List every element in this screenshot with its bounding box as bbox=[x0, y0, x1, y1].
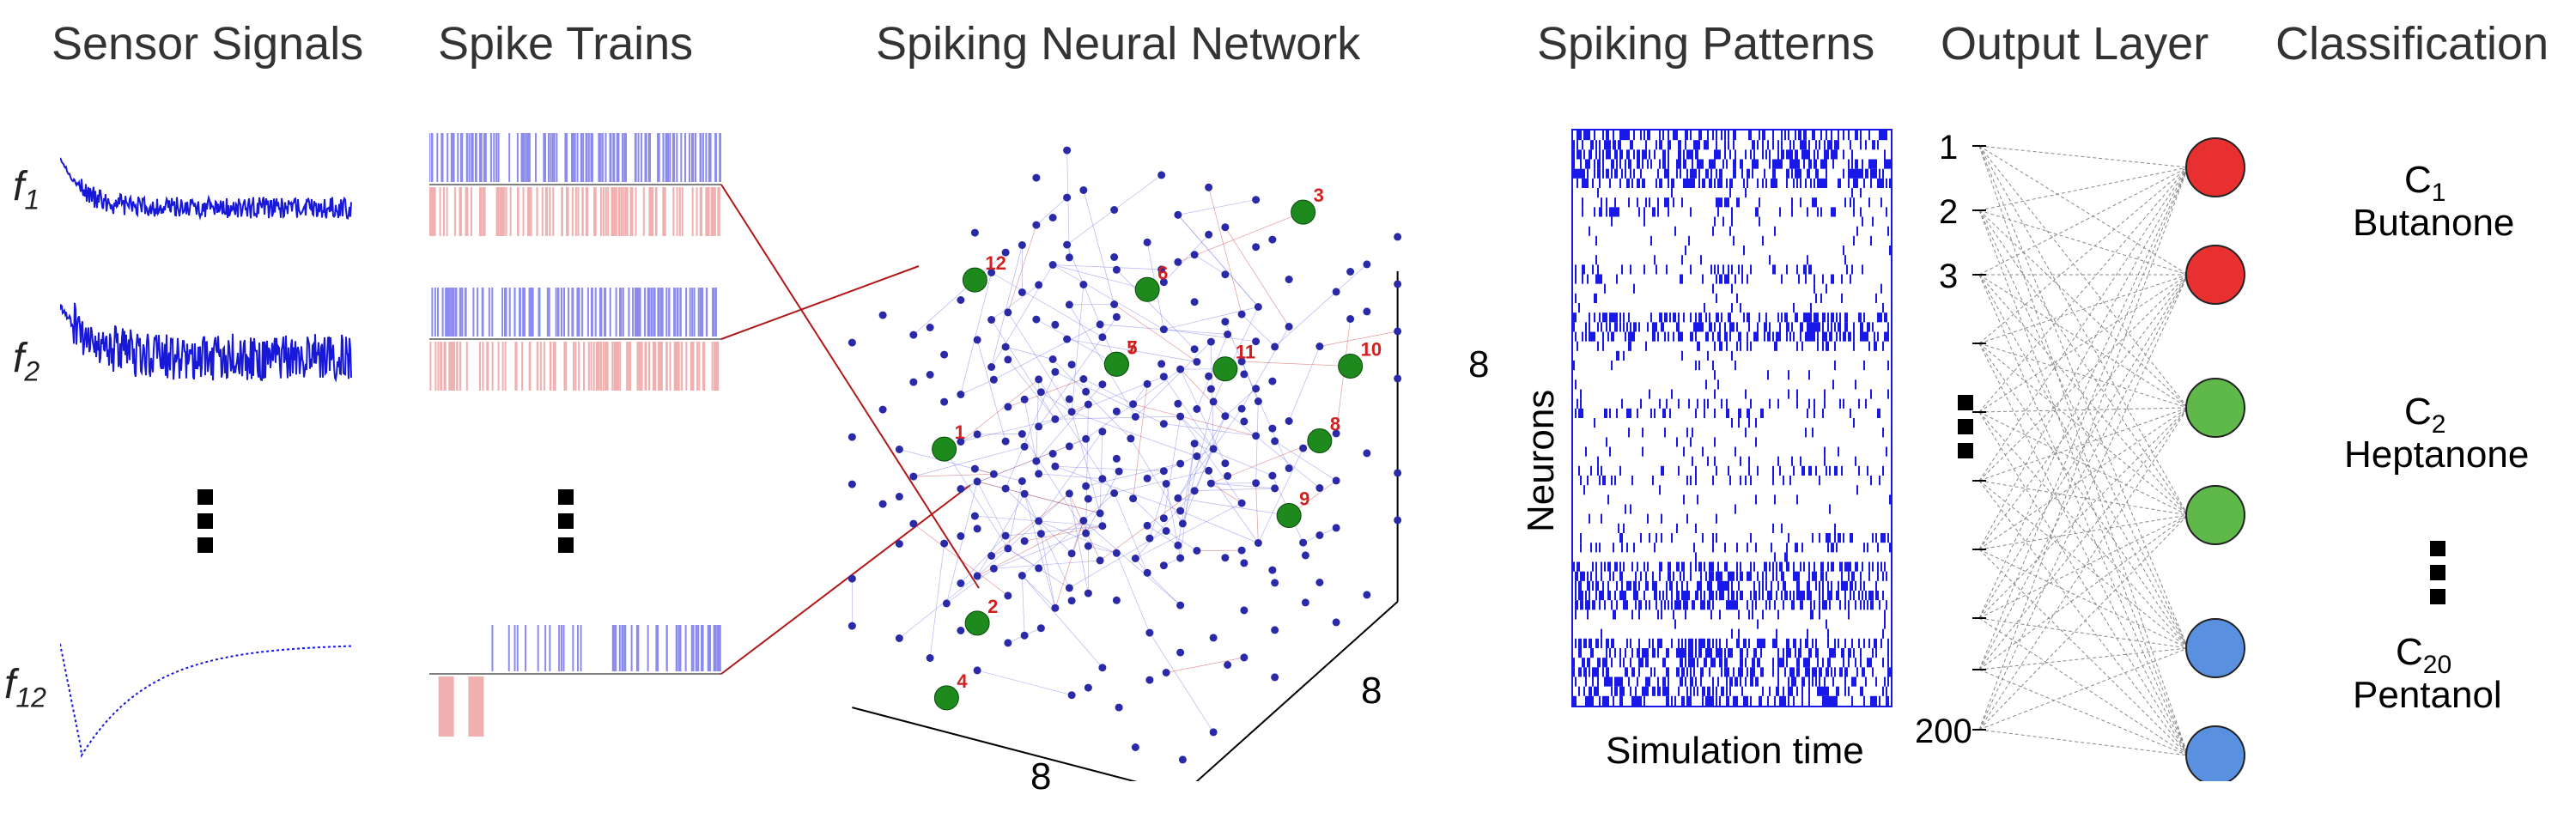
signal-plot-icon bbox=[60, 601, 352, 773]
svg-text:8: 8 bbox=[1330, 414, 1340, 435]
ellipsis-icon bbox=[1958, 386, 1973, 467]
ellipsis-icon bbox=[2430, 532, 2445, 613]
spiking-raster bbox=[1571, 129, 1893, 707]
svg-text:7: 7 bbox=[1127, 337, 1137, 358]
title-patterns: Spiking Patterns bbox=[1537, 17, 1874, 70]
svg-text:2: 2 bbox=[987, 596, 998, 617]
signal-plot-icon bbox=[60, 283, 352, 421]
output-layer bbox=[1932, 120, 2275, 781]
title-class: Classification bbox=[2275, 17, 2549, 70]
class-c2: C2 bbox=[2404, 391, 2445, 440]
svg-text:4: 4 bbox=[957, 670, 968, 692]
raster-xlabel: Simulation time bbox=[1606, 730, 1864, 773]
label-f12: f12 bbox=[4, 661, 46, 714]
ellipsis-icon bbox=[197, 481, 213, 561]
svg-text:9: 9 bbox=[1299, 488, 1309, 510]
class-c20: C20 bbox=[2396, 631, 2451, 680]
label-f2: f2 bbox=[13, 335, 39, 388]
raster-plot-icon bbox=[1573, 130, 1891, 706]
ellipsis-icon bbox=[558, 481, 574, 561]
class-c2-name: Heptanone bbox=[2344, 434, 2529, 476]
svg-text:11: 11 bbox=[1236, 342, 1255, 363]
svg-text:10: 10 bbox=[1361, 339, 1382, 361]
title-snn: Spiking Neural Network bbox=[876, 17, 1360, 70]
spike-train-2 bbox=[429, 283, 721, 395]
cube-dim-z: 8 bbox=[1468, 343, 1489, 386]
output-index-2: 2 bbox=[1939, 193, 1958, 232]
class-c1-name: Butanone bbox=[2353, 202, 2514, 245]
svg-text:1: 1 bbox=[955, 422, 965, 443]
spike-train-12 bbox=[429, 618, 721, 755]
title-sensor: Sensor Signals bbox=[52, 17, 363, 70]
output-layer-icon bbox=[1932, 120, 2275, 781]
output-index-last: 200 bbox=[1915, 713, 1972, 751]
spike-train-1 bbox=[429, 129, 721, 240]
raster-ylabel: Neurons bbox=[1520, 390, 1563, 532]
sensor-signal-12 bbox=[60, 601, 352, 773]
svg-text:3: 3 bbox=[1314, 185, 1324, 206]
output-index-3: 3 bbox=[1939, 258, 1958, 296]
title-spike: Spike Trains bbox=[438, 17, 693, 70]
signal-plot-icon bbox=[60, 129, 352, 258]
output-index-1: 1 bbox=[1939, 129, 1958, 167]
cube-dim-y: 8 bbox=[1361, 670, 1382, 713]
svg-text:6: 6 bbox=[1157, 262, 1168, 283]
class-c20-name: Pentanol bbox=[2353, 674, 2502, 717]
sensor-signal-1 bbox=[60, 129, 352, 258]
class-c1: C1 bbox=[2404, 159, 2445, 208]
label-f1: f1 bbox=[13, 163, 39, 216]
svg-text:12: 12 bbox=[985, 252, 1005, 274]
title-output: Output Layer bbox=[1941, 17, 2208, 70]
sensor-signal-2 bbox=[60, 283, 352, 421]
cube-dim-x: 8 bbox=[1030, 755, 1051, 798]
figure-root: Sensor Signals Spike Trains Spiking Neur… bbox=[0, 0, 2576, 837]
